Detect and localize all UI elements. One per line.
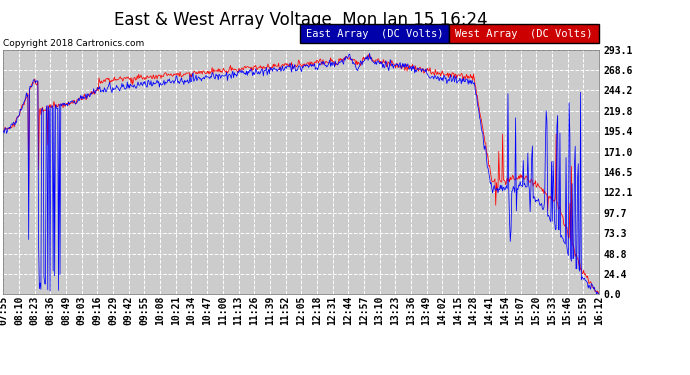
Text: East & West Array Voltage  Mon Jan 15 16:24: East & West Array Voltage Mon Jan 15 16:…	[115, 11, 488, 29]
Text: West Array  (DC Volts): West Array (DC Volts)	[455, 29, 593, 39]
Text: East Array  (DC Volts): East Array (DC Volts)	[306, 29, 444, 39]
Text: Copyright 2018 Cartronics.com: Copyright 2018 Cartronics.com	[3, 39, 145, 48]
